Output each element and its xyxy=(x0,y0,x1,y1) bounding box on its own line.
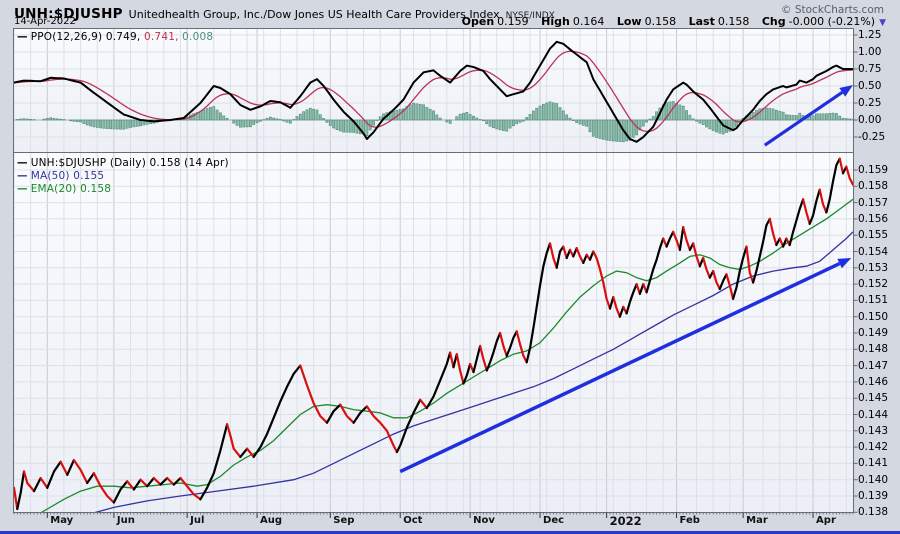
y-axis-tick-label: 0.138 xyxy=(858,506,889,519)
y-axis-tick-label: 0.147 xyxy=(858,359,889,372)
x-axis-month-label: Dec xyxy=(543,515,565,526)
y-axis-tick-label: 0.145 xyxy=(858,392,889,405)
symbol-title: UNH:$DJUSHP xyxy=(14,6,123,22)
low-label: Low xyxy=(616,15,642,28)
chart-date: 14-Apr-2022 xyxy=(14,16,76,27)
x-axis-month-label: Nov xyxy=(473,515,495,526)
y-axis-tick-label: 0.154 xyxy=(858,245,889,258)
y-axis-tick-label: 0.159 xyxy=(858,164,889,176)
y-axis-tick-label: 0.158 xyxy=(858,180,889,193)
y-axis-tick-label: 0.151 xyxy=(858,294,889,307)
chart-header: UNH:$DJUSHP Unitedhealth Group, Inc./Dow … xyxy=(14,3,555,22)
stockcharts-copyright: © StockCharts.com xyxy=(781,4,884,16)
bottom-accent-bar xyxy=(0,531,900,534)
y-axis-tick-label: 0.157 xyxy=(858,196,889,209)
ema20-legend-label: EMA(20) 0.158 xyxy=(30,183,112,195)
y-axis-tick-label: 0.141 xyxy=(858,457,889,470)
price-legend-label: UNH:$DJUSHP (Daily) 0.158 (14 Apr) xyxy=(30,157,229,169)
y-axis-tick-label: 0.155 xyxy=(858,229,889,242)
y-axis-tick-label: 0.00 xyxy=(858,114,882,126)
x-axis-month-label: Oct xyxy=(403,515,423,526)
ema20-line-swatch: — xyxy=(17,183,28,195)
high-value: 0.164 xyxy=(572,15,605,28)
y-axis-tick-label: 0.140 xyxy=(858,473,889,486)
last-value: 0.158 xyxy=(717,15,750,28)
open-value: 0.159 xyxy=(497,15,529,28)
y-axis-tick-label: 0.75 xyxy=(858,63,882,75)
ppo-legend: — PPO(12,26,9) 0.749, 0.741, 0.008 xyxy=(17,31,213,44)
y-axis-tick-label: 0.139 xyxy=(858,490,889,502)
x-axis-month-label: Aug xyxy=(260,515,283,526)
ppo-signal-value: 0.741, xyxy=(144,31,179,43)
x-axis-month-label: Feb xyxy=(679,515,700,526)
x-axis-month-label: Mar xyxy=(746,515,768,526)
x-axis-month-label: Jul xyxy=(190,515,205,526)
x-axis-month-label: Sep xyxy=(333,515,355,526)
ppo-line-swatch: — xyxy=(17,31,28,43)
x-axis-month-label: May xyxy=(50,515,74,526)
chart-canvas xyxy=(13,28,858,518)
chg-value: -0.000 (-0.21%) xyxy=(788,15,876,28)
symbol-fullname: Unitedhealth Group, Inc./Dow Jones US He… xyxy=(128,8,500,21)
y-axis-tick-label: 0.152 xyxy=(858,278,889,291)
y-axis-tick-label: 0.149 xyxy=(858,327,889,339)
y-axis-tick-label: 0.25 xyxy=(858,97,882,109)
x-axis-month-label: Apr xyxy=(816,515,836,526)
y-axis-tick-label: 0.143 xyxy=(858,424,889,437)
chevron-down-icon[interactable]: ▼ xyxy=(879,18,886,28)
x-axis-month-label: Jun xyxy=(116,515,135,526)
low-value: 0.158 xyxy=(644,15,677,28)
ppo-value: 0.749, xyxy=(105,31,141,43)
y-axis-tick-label: 0.142 xyxy=(858,441,889,454)
ppo-name: PPO(12,26,9) xyxy=(30,31,103,43)
y-axis-tick-label: 1.00 xyxy=(858,46,882,58)
last-label: Last xyxy=(688,15,715,28)
y-axis-tick-label: 0.144 xyxy=(858,408,889,421)
ma50-legend-row: — MA(50) 0.155 xyxy=(17,170,229,183)
price-legend-row: — UNH:$DJUSHP (Daily) 0.158 (14 Apr) xyxy=(17,157,229,170)
chg-label: Chg xyxy=(761,15,786,28)
y-axis-tick-label: 0.156 xyxy=(858,212,889,225)
exchange-label: NYSE/INDX xyxy=(505,11,555,21)
y-axis-tick-label: 0.50 xyxy=(858,80,882,92)
ppo-hist-value: 0.008 xyxy=(182,31,214,43)
y-axis-tick-label: -0.25 xyxy=(858,131,886,143)
y-axis-tick-label: 0.150 xyxy=(858,310,889,323)
price-legend: — UNH:$DJUSHP (Daily) 0.158 (14 Apr) — MA(… xyxy=(17,157,229,196)
price-line-swatch: — xyxy=(17,157,28,169)
y-axis-tick-label: 0.148 xyxy=(858,343,889,356)
open-label: Open xyxy=(461,15,495,28)
quote-summary: Open 0.159 High 0.164 Low 0.158 Last 0.158 C… xyxy=(462,15,886,28)
y-axis-tick-label: 0.153 xyxy=(858,261,889,274)
y-axis-tick-label: 0.146 xyxy=(858,375,889,388)
ma50-line-swatch: — xyxy=(17,170,28,182)
x-axis-month-label: 2022 xyxy=(609,514,642,528)
ma50-legend-label: MA(50) 0.155 xyxy=(30,170,105,182)
ema20-legend-row: — EMA(20) 0.158 xyxy=(17,183,229,196)
y-axis-tick-label: 1.25 xyxy=(858,29,882,41)
high-label: High xyxy=(541,15,570,28)
